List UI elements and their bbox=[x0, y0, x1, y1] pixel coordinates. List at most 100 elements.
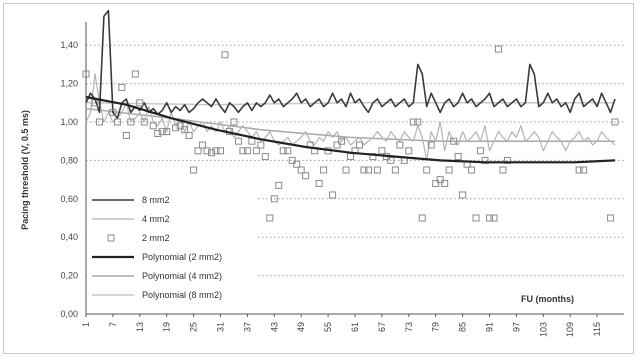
data-point bbox=[315, 179, 323, 187]
x-tick-label: 85 bbox=[458, 322, 468, 332]
data-point bbox=[355, 141, 363, 149]
data-point bbox=[472, 214, 480, 222]
data-point bbox=[172, 124, 180, 132]
data-point bbox=[607, 214, 615, 222]
data-series bbox=[82, 9, 619, 222]
x-tick-label: 43 bbox=[269, 322, 279, 332]
x-tick-label: 55 bbox=[323, 322, 333, 332]
data-point bbox=[347, 153, 355, 161]
data-point bbox=[248, 137, 256, 145]
data-point bbox=[190, 166, 198, 174]
data-point bbox=[217, 147, 224, 155]
x-axis-label: FU (months) bbox=[521, 294, 574, 304]
legend-label-4-mm2: 4 mm2 bbox=[142, 214, 170, 224]
x-tick-label: 97 bbox=[511, 322, 521, 332]
x-tick-label: 79 bbox=[431, 322, 441, 332]
data-point bbox=[154, 130, 162, 138]
data-point bbox=[441, 179, 449, 187]
data-point bbox=[445, 166, 453, 174]
data-point bbox=[338, 137, 346, 145]
y-tick-label: 0,40 bbox=[60, 232, 78, 242]
x-tick-label: 115 bbox=[592, 322, 602, 336]
x-tick-label: 67 bbox=[377, 322, 387, 332]
series-line-polynomial-2-mm2 bbox=[85, 95, 616, 164]
x-tick-label: 31 bbox=[216, 322, 226, 332]
legend-label-polynomial-4-mm2: Polynomial (4 mm2) bbox=[142, 271, 222, 281]
data-point bbox=[266, 214, 274, 222]
data-point bbox=[261, 153, 269, 161]
data-point bbox=[396, 141, 404, 149]
legend-label-polynomial-2-mm2: Polynomial (2 mm2) bbox=[142, 252, 222, 262]
data-point bbox=[212, 147, 220, 155]
series-line-8-mm2 bbox=[85, 9, 616, 119]
y-tick-label: 1,40 bbox=[60, 40, 78, 50]
legend-label-8-mm2: 8 mm2 bbox=[142, 195, 170, 205]
y-tick-label: 0,60 bbox=[60, 194, 78, 204]
y-tick-label: 1,00 bbox=[60, 117, 78, 127]
data-point bbox=[239, 147, 247, 155]
data-point bbox=[288, 156, 296, 164]
data-point bbox=[329, 191, 337, 199]
data-point bbox=[320, 166, 328, 174]
data-point bbox=[391, 166, 399, 174]
data-point bbox=[208, 149, 216, 157]
series-line-polynomial-8-mm2 bbox=[85, 102, 615, 106]
y-tick-label: 0,00 bbox=[60, 309, 78, 319]
data-point bbox=[113, 118, 121, 126]
data-point bbox=[181, 126, 189, 134]
data-point bbox=[302, 172, 310, 180]
x-tick-labels: 1 7 13 19 25 31 37 43 49 55 61 67 73 79 85 91 97 103 109 11… bbox=[81, 322, 602, 337]
x-tick-label: 19 bbox=[162, 322, 172, 332]
y-tick-labels: 0,00 0,20 0,40 0,60 0,80 1,00 1,20 1,40 bbox=[60, 40, 78, 319]
data-point bbox=[176, 122, 184, 130]
data-point bbox=[158, 128, 166, 136]
data-point bbox=[252, 147, 260, 155]
data-point bbox=[468, 166, 476, 174]
data-point bbox=[333, 141, 341, 149]
data-point bbox=[342, 166, 350, 174]
data-point bbox=[203, 147, 211, 155]
legend-label-2-mm2: 2 mm2 bbox=[142, 233, 170, 243]
y-tick-label: 0,20 bbox=[60, 271, 78, 281]
data-point bbox=[459, 191, 467, 199]
y-tick-label: 1,20 bbox=[60, 79, 78, 89]
data-point bbox=[414, 118, 422, 126]
data-point bbox=[490, 214, 498, 222]
data-point bbox=[387, 156, 395, 164]
data-point bbox=[611, 118, 619, 126]
data-point bbox=[575, 166, 583, 174]
series-2-mm2 bbox=[82, 45, 619, 222]
chart-frame: 0,00 0,20 0,40 0,60 0,80 1,00 1,20 1,40 1 7 13 19 2… bbox=[3, 3, 634, 354]
legend-swatch-2-mm2 bbox=[107, 234, 115, 242]
data-point bbox=[436, 176, 444, 184]
data-point bbox=[185, 131, 193, 139]
data-point bbox=[378, 147, 386, 155]
legend: 8 mm2 4 mm2 2 mm2 Polynomial (2 mm2) Polynom… bbox=[87, 192, 257, 310]
data-point bbox=[454, 153, 462, 161]
data-point bbox=[423, 166, 431, 174]
data-point bbox=[275, 181, 283, 189]
data-point bbox=[131, 70, 139, 78]
data-point bbox=[257, 141, 265, 149]
data-point bbox=[136, 99, 144, 107]
data-point bbox=[234, 137, 242, 145]
series-line-polynomial-4-mm2 bbox=[85, 107, 615, 142]
data-point bbox=[118, 83, 126, 91]
data-point bbox=[199, 141, 207, 149]
data-point bbox=[140, 118, 148, 126]
legend-label-polynomial-8-mm2: Polynomial (8 mm2) bbox=[142, 290, 222, 300]
x-tick-label: 1 bbox=[81, 322, 91, 327]
x-tick-label: 7 bbox=[108, 322, 118, 327]
x-tick-label: 25 bbox=[189, 322, 199, 332]
data-point bbox=[221, 51, 229, 59]
data-point bbox=[194, 147, 202, 155]
data-point bbox=[364, 166, 372, 174]
data-point bbox=[432, 179, 440, 187]
data-point bbox=[230, 118, 238, 126]
data-point bbox=[149, 122, 157, 130]
data-point bbox=[360, 166, 368, 174]
x-tick-label: 49 bbox=[296, 322, 306, 332]
data-point bbox=[494, 45, 502, 53]
data-point bbox=[82, 70, 90, 78]
data-point bbox=[270, 195, 278, 203]
